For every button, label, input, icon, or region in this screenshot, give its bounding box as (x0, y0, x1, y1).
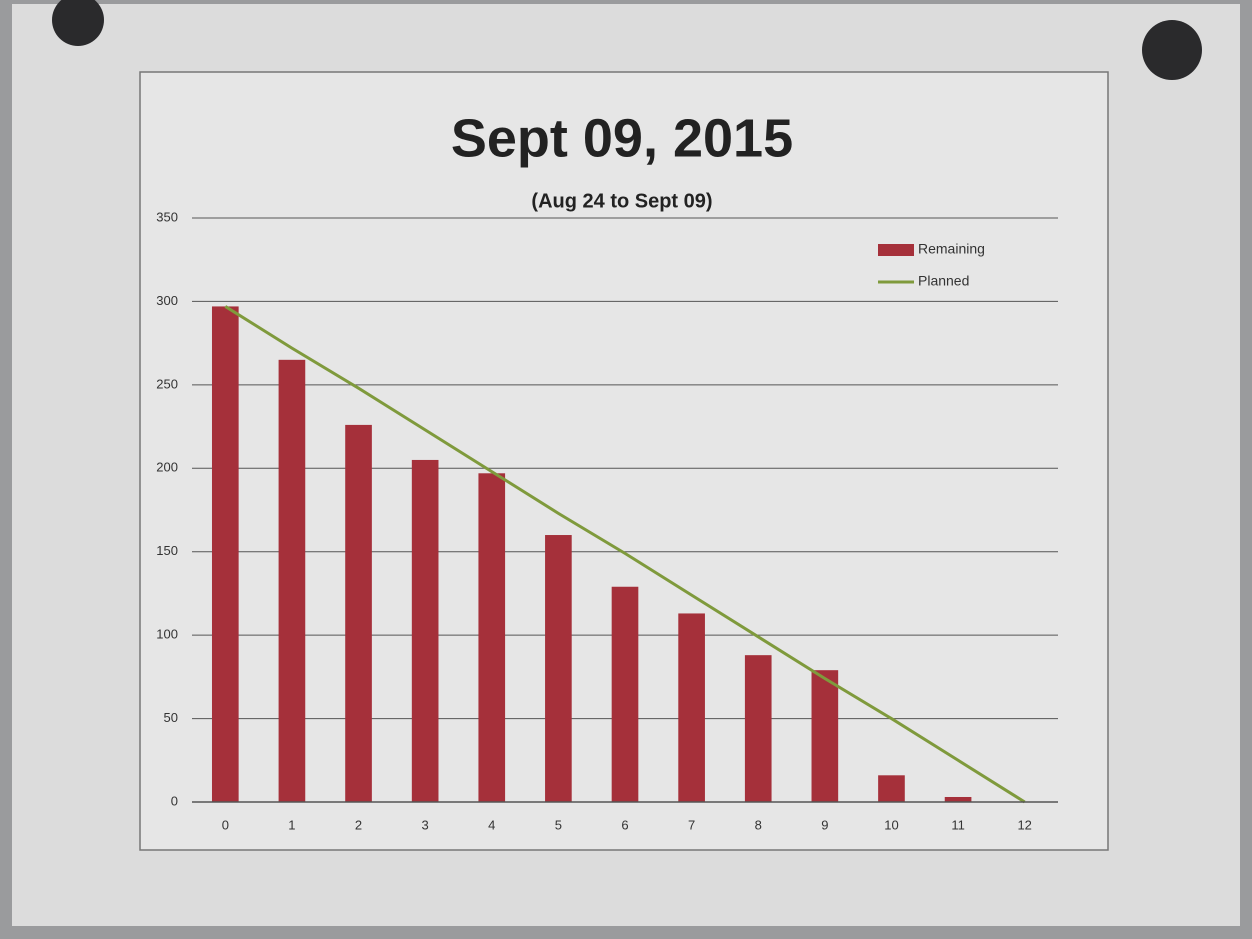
bar (612, 587, 639, 802)
bar (279, 360, 306, 802)
x-tick-label: 5 (555, 817, 562, 832)
x-tick-label: 11 (951, 817, 965, 832)
y-tick-label: 350 (156, 209, 178, 224)
bar (812, 670, 839, 802)
legend-label: Planned (918, 273, 969, 289)
bar (878, 775, 905, 802)
x-tick-label: 7 (688, 817, 695, 832)
x-tick-label: 12 (1017, 817, 1031, 832)
x-tick-label: 8 (755, 817, 762, 832)
legend-label: Remaining (918, 241, 985, 257)
x-tick-label: 10 (884, 817, 898, 832)
x-tick-label: 0 (222, 817, 229, 832)
bar (412, 460, 439, 802)
page: {"chart_data": {"type": "bar", "title": … (0, 0, 1252, 939)
bar (945, 797, 972, 802)
bar (678, 613, 705, 802)
x-tick-label: 9 (821, 817, 828, 832)
bar (745, 655, 772, 802)
legend-swatch (878, 244, 914, 256)
bar (345, 425, 372, 802)
y-tick-label: 250 (156, 376, 178, 391)
chart: Sept 09, 2015 (Aug 24 to Sept 09) 050100… (0, 0, 1252, 939)
y-tick-label: 300 (156, 293, 178, 308)
chart-subtitle: (Aug 24 to Sept 09) (531, 190, 712, 212)
y-tick-label: 0 (171, 793, 178, 808)
x-tick-label: 4 (488, 817, 495, 832)
y-tick-label: 150 (156, 543, 178, 558)
chart-title: Sept 09, 2015 (451, 108, 793, 168)
x-tick-label: 1 (288, 817, 295, 832)
magnet (1142, 20, 1202, 80)
bar (478, 473, 505, 802)
y-tick-label: 200 (156, 460, 178, 475)
x-tick-label: 2 (355, 817, 362, 832)
y-tick-label: 50 (164, 710, 178, 725)
x-tick-label: 3 (422, 817, 429, 832)
bar (212, 306, 239, 802)
y-tick-label: 100 (156, 627, 178, 642)
x-tick-label: 6 (621, 817, 628, 832)
bar (545, 535, 572, 802)
